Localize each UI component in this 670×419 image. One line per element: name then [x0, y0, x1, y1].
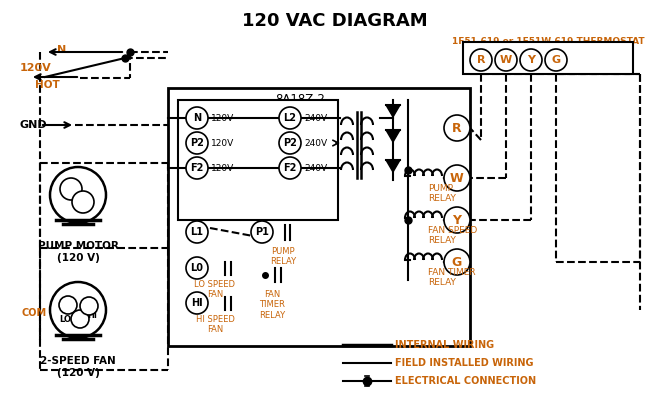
- Circle shape: [495, 49, 517, 71]
- Text: P2: P2: [190, 138, 204, 148]
- Circle shape: [279, 157, 301, 179]
- Text: F2: F2: [190, 163, 204, 173]
- Text: R: R: [452, 122, 462, 134]
- Circle shape: [279, 132, 301, 154]
- Text: COM: COM: [22, 308, 47, 318]
- Circle shape: [251, 221, 273, 243]
- Text: FAN TIMER
RELAY: FAN TIMER RELAY: [428, 268, 476, 287]
- Text: 1F51-619 or 1F51W-619 THERMOSTAT: 1F51-619 or 1F51W-619 THERMOSTAT: [452, 37, 645, 46]
- Circle shape: [444, 207, 470, 233]
- Bar: [168, 88, 470, 346]
- Text: LO: LO: [59, 315, 71, 323]
- Circle shape: [59, 296, 77, 314]
- Text: 240V: 240V: [304, 139, 327, 147]
- Text: HI SPEED
FAN: HI SPEED FAN: [196, 315, 234, 334]
- Text: W: W: [500, 55, 512, 65]
- Circle shape: [186, 107, 208, 129]
- Text: N: N: [58, 45, 66, 55]
- Text: G: G: [551, 55, 561, 65]
- Circle shape: [444, 249, 470, 275]
- Text: 240V: 240V: [304, 114, 327, 122]
- Text: R: R: [477, 55, 485, 65]
- Circle shape: [186, 132, 208, 154]
- Bar: [178, 100, 338, 220]
- Text: PUMP MOTOR
(120 V): PUMP MOTOR (120 V): [38, 241, 119, 263]
- Text: 120V: 120V: [211, 114, 234, 122]
- Text: HOT: HOT: [35, 80, 60, 90]
- Text: P2: P2: [283, 138, 297, 148]
- Text: N: N: [193, 113, 201, 123]
- Text: FAN
TIMER
RELAY: FAN TIMER RELAY: [259, 290, 285, 320]
- Polygon shape: [386, 130, 400, 142]
- Circle shape: [186, 221, 208, 243]
- Text: PUMP
RELAY: PUMP RELAY: [428, 184, 456, 203]
- Circle shape: [186, 157, 208, 179]
- Circle shape: [520, 49, 542, 71]
- Text: L1: L1: [190, 227, 204, 237]
- Circle shape: [279, 107, 301, 129]
- Circle shape: [50, 167, 106, 223]
- Circle shape: [545, 49, 567, 71]
- Text: FAN SPEED
RELAY: FAN SPEED RELAY: [428, 226, 477, 246]
- Text: 120V: 120V: [211, 163, 234, 173]
- Text: 120V: 120V: [20, 63, 52, 73]
- Text: L0: L0: [190, 263, 204, 273]
- Circle shape: [470, 49, 492, 71]
- Text: FIELD INSTALLED WIRING: FIELD INSTALLED WIRING: [395, 358, 533, 368]
- Text: L2: L2: [283, 113, 297, 123]
- Text: PUMP
RELAY: PUMP RELAY: [270, 247, 296, 266]
- Text: Y: Y: [527, 55, 535, 65]
- Text: INTERNAL WIRING: INTERNAL WIRING: [395, 340, 494, 350]
- Text: HI: HI: [191, 298, 203, 308]
- Text: F2: F2: [283, 163, 297, 173]
- Circle shape: [186, 257, 208, 279]
- Circle shape: [71, 310, 89, 328]
- Text: ELECTRICAL CONNECTION: ELECTRICAL CONNECTION: [395, 376, 536, 386]
- Circle shape: [50, 282, 106, 338]
- Circle shape: [72, 191, 94, 213]
- Text: LO SPEED
FAN: LO SPEED FAN: [194, 280, 235, 300]
- Circle shape: [80, 297, 98, 315]
- Text: P1: P1: [255, 227, 269, 237]
- Text: W: W: [450, 171, 464, 184]
- Text: Y: Y: [452, 214, 462, 227]
- Text: 2-SPEED FAN
(120 V): 2-SPEED FAN (120 V): [40, 356, 116, 378]
- Polygon shape: [386, 160, 400, 172]
- Text: 120 VAC DIAGRAM: 120 VAC DIAGRAM: [242, 12, 428, 30]
- Text: 120V: 120V: [211, 139, 234, 147]
- Circle shape: [60, 178, 82, 200]
- Text: GND: GND: [20, 120, 48, 130]
- Circle shape: [186, 292, 208, 314]
- Text: 8A18Z-2: 8A18Z-2: [275, 93, 325, 106]
- Text: G: G: [452, 256, 462, 269]
- Text: HI: HI: [87, 310, 97, 320]
- Polygon shape: [386, 105, 400, 117]
- Bar: [463, 42, 633, 74]
- Text: 240V: 240V: [304, 163, 327, 173]
- Circle shape: [444, 115, 470, 141]
- Circle shape: [444, 165, 470, 191]
